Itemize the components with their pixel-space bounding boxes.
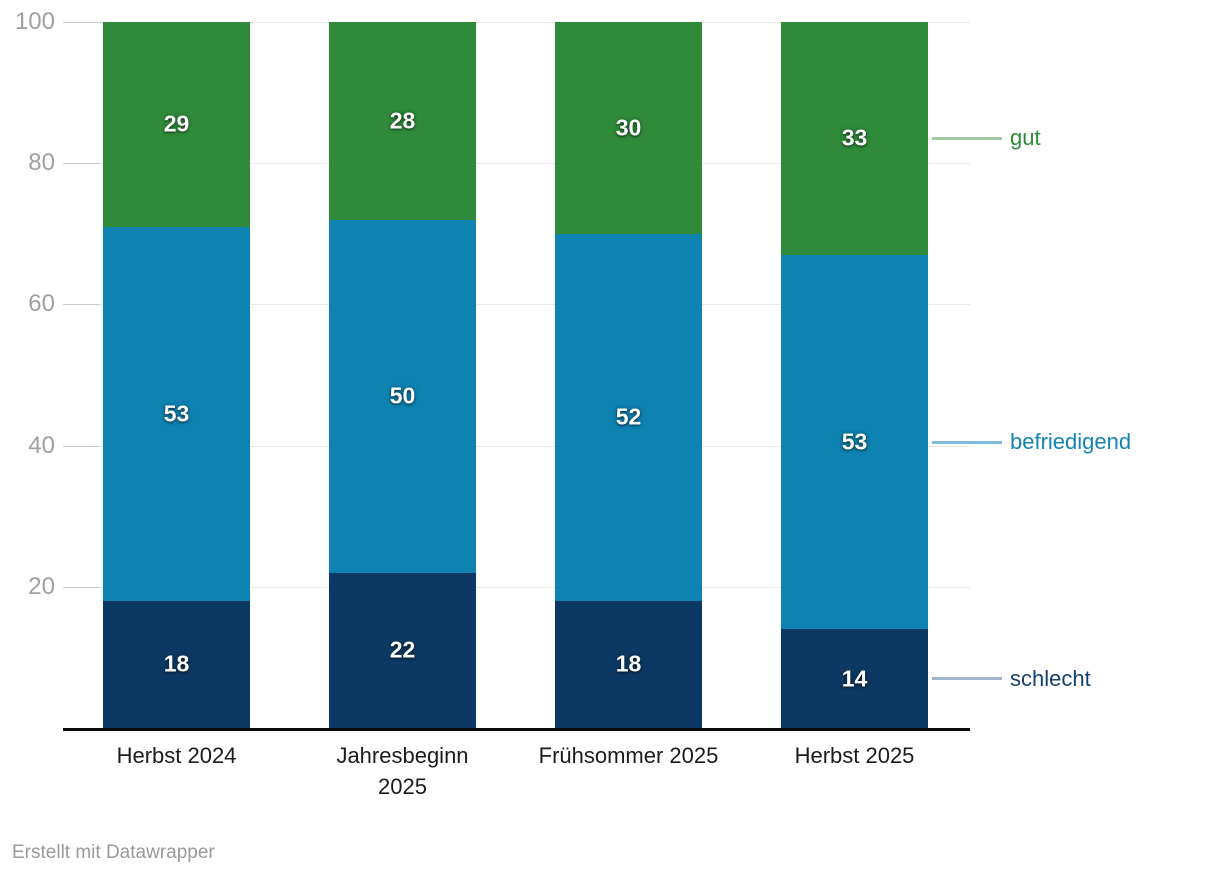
legend-connector-schlecht [932, 677, 1002, 681]
segment-value-label: 28 [389, 107, 416, 134]
y-tick [63, 445, 100, 447]
segment-gut [555, 22, 702, 234]
y-axis-label: 40 [28, 431, 55, 459]
gridline [63, 163, 970, 165]
segment-schlecht [781, 629, 928, 728]
y-tick [63, 163, 100, 165]
segment-value-label: 53 [163, 400, 190, 427]
gridline [63, 445, 970, 447]
segment-schlecht [555, 600, 702, 728]
gridline [63, 304, 970, 306]
datawrapper-credit-link[interactable]: Erstellt mit Datawrapper [12, 842, 215, 863]
y-axis-label: 80 [28, 149, 55, 177]
x-axis-line [63, 728, 970, 731]
segment-value-label: 18 [163, 650, 190, 677]
legend-label-schlecht: schlecht [1010, 665, 1091, 691]
y-axis-label: 20 [28, 572, 55, 600]
x-axis-label: Herbst 2024 [116, 743, 237, 768]
y-axis-label: 60 [28, 290, 55, 318]
y-tick [63, 304, 100, 306]
legend-connector-gut [932, 136, 1002, 140]
segment-befriedigend [103, 226, 250, 601]
x-axis-label: Frühsommer 2025 [538, 743, 719, 768]
gridline [63, 586, 970, 588]
segment-value-label: 33 [841, 124, 868, 151]
segment-value-label: 50 [389, 382, 416, 409]
segment-schlecht [103, 600, 250, 728]
segment-befriedigend [555, 233, 702, 601]
legend-label-gut: gut [1010, 125, 1041, 151]
legend-label-befriedigend: befriedigend [1010, 429, 1132, 455]
segment-befriedigend [781, 254, 928, 630]
segment-befriedigend [329, 219, 476, 573]
segment-value-label: 52 [615, 403, 642, 430]
y-tick [63, 22, 100, 23]
segment-value-label: 14 [841, 665, 868, 692]
segment-value-label: 53 [841, 428, 868, 455]
segment-value-label: 30 [615, 114, 642, 141]
segment-gut [781, 22, 928, 255]
gridline [63, 22, 970, 23]
y-tick [63, 586, 100, 588]
segment-value-label: 29 [163, 110, 190, 137]
x-axis-label: Jahresbeginn 2025 [336, 743, 469, 799]
segment-schlecht [329, 572, 476, 728]
segment-gut [103, 22, 250, 227]
y-axis-label: 100 [14, 8, 55, 35]
legend-connector-befriedigend [932, 440, 1002, 444]
segment-gut [329, 22, 476, 220]
segment-value-label: 18 [615, 650, 642, 677]
x-axis-label: Herbst 2025 [794, 743, 915, 768]
segment-value-label: 22 [389, 636, 416, 663]
